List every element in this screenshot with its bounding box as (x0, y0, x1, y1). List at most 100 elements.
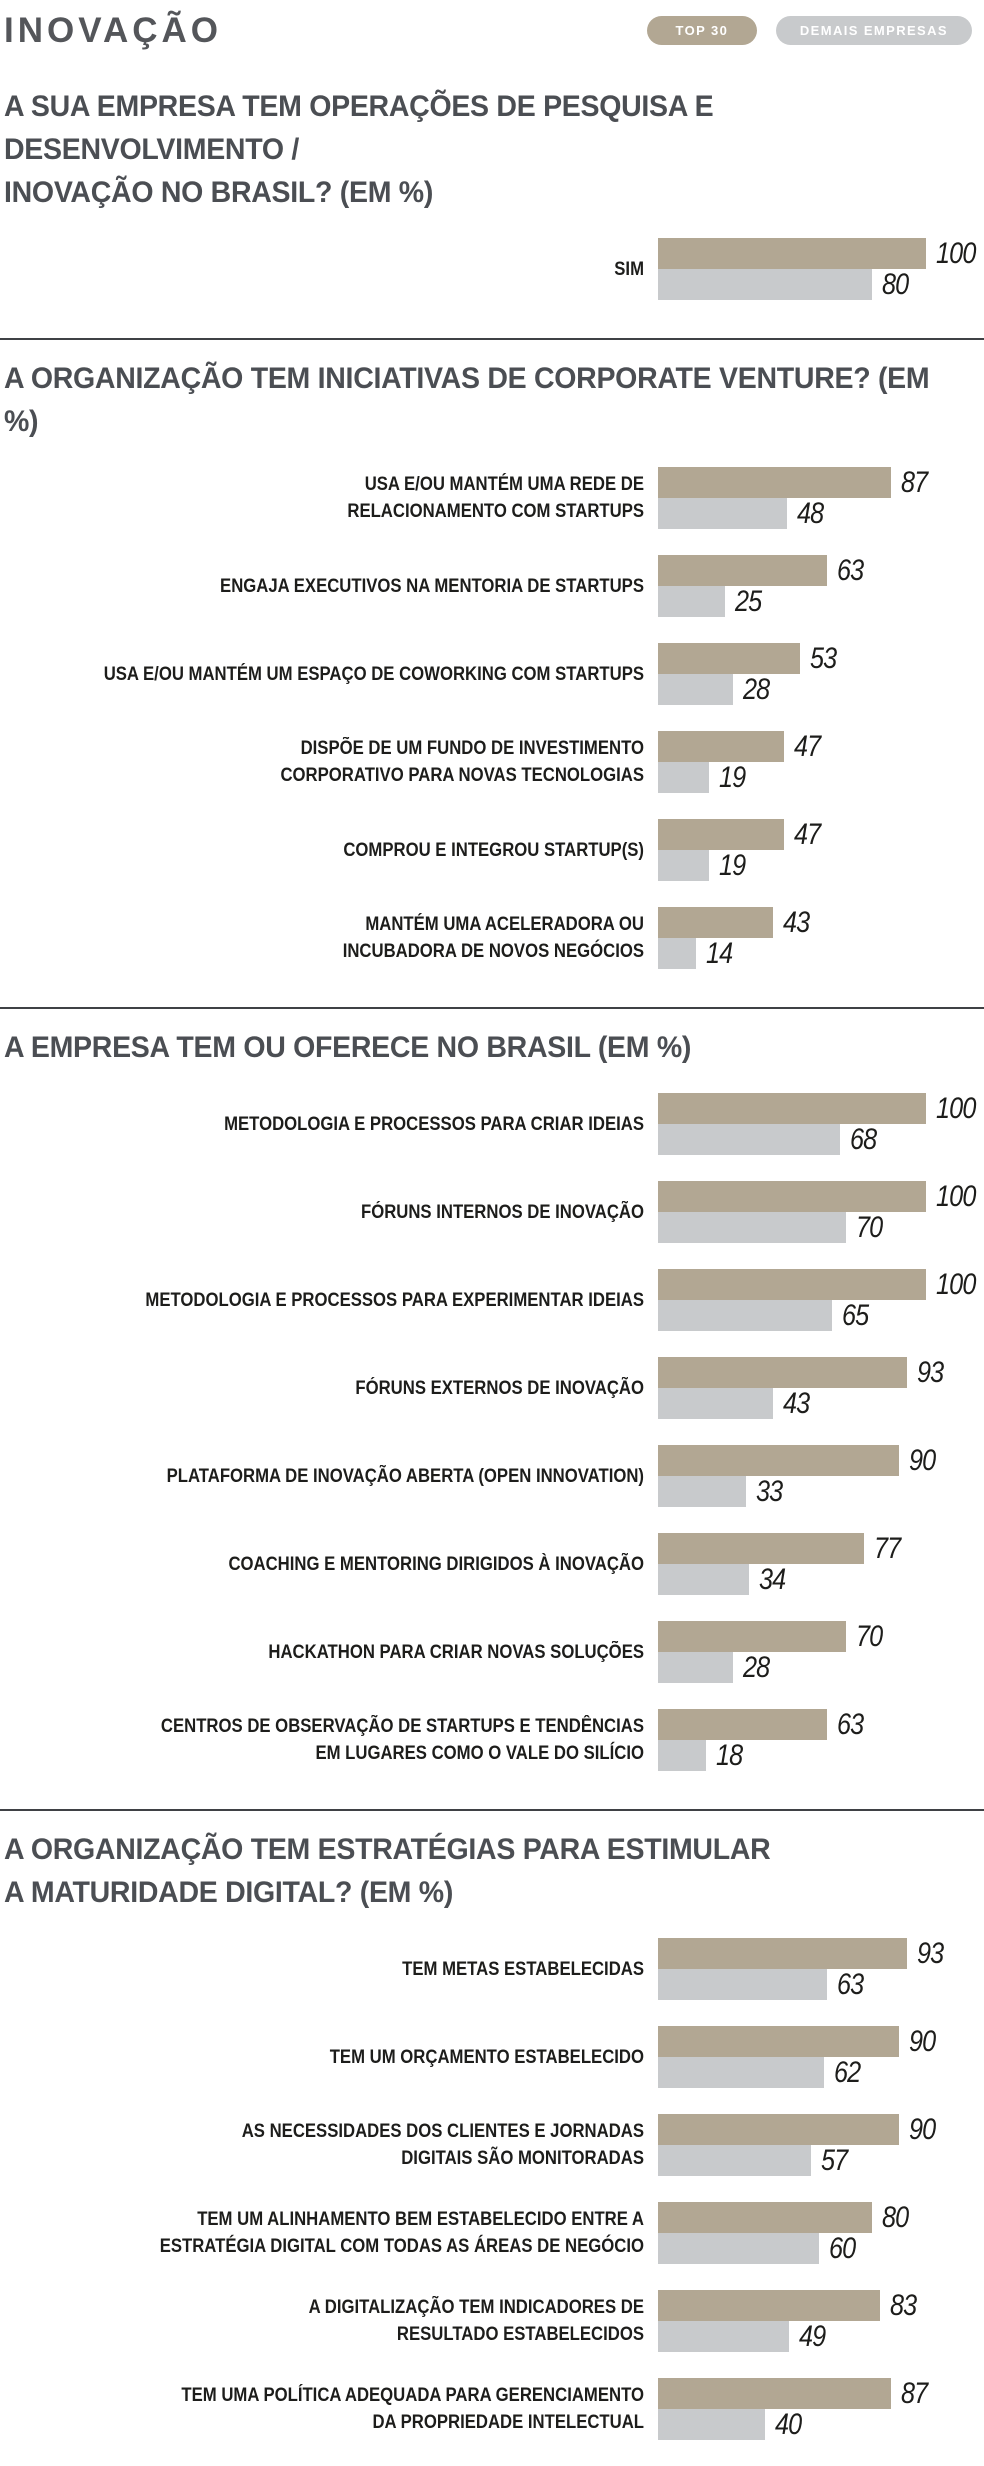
bar-line-demais: 18 (658, 1740, 984, 1771)
bar-group: 47 19 (658, 731, 984, 793)
bar-top30 (658, 2378, 892, 2409)
bar-line-demais: 28 (658, 674, 984, 705)
row-label: TEM UM ORÇAMENTO ESTABELECIDO (329, 2046, 644, 2068)
bar-top30 (658, 467, 892, 498)
bar-top30 (658, 238, 926, 269)
bar-line-top30: 47 (658, 819, 984, 850)
bar-demais (658, 1652, 734, 1683)
bar-line-top30: 100 (658, 1093, 984, 1124)
bar-demais (658, 1388, 774, 1419)
bar-demais (658, 938, 696, 969)
bar-line-top30: 93 (658, 1938, 984, 1969)
row-label: PLATAFORMA DE INOVAÇÃO ABERTA (OPEN INNO… (166, 1465, 644, 1487)
row-label: FÓRUNS EXTERNOS DE INOVAÇÃO (355, 1377, 644, 1399)
value-top30: 100 (936, 1267, 976, 1301)
bar-group: 87 48 (658, 467, 984, 529)
row-label: TEM UM ALINHAMENTO BEM ESTABELECIDO ENTR… (159, 2209, 644, 2257)
bar-top30 (658, 643, 801, 674)
chart-row: TEM UMA POLÍTICA ADEQUADA PARA GERENCIAM… (4, 2378, 984, 2440)
bar-group: 93 43 (658, 1357, 984, 1419)
chart-row: FÓRUNS EXTERNOS DE INOVAÇÃO 93 43 (4, 1357, 984, 1419)
bar-group: 87 40 (658, 2378, 984, 2440)
value-top30: 90 (909, 1443, 936, 1477)
value-demais: 28 (743, 1650, 770, 1684)
row-label: USA E/OU MANTÉM UMA REDE DE RELACIONAMEN… (347, 474, 644, 522)
bar-line-demais: 19 (658, 762, 984, 793)
bar-demais (658, 762, 709, 793)
chart-row: A DIGITALIZAÇÃO TEM INDICADORES DE RESUL… (4, 2290, 984, 2352)
chart-row: PLATAFORMA DE INOVAÇÃO ABERTA (OPEN INNO… (4, 1445, 984, 1507)
chart-row: COACHING E MENTORING DIRIGIDOS À INOVAÇÃ… (4, 1533, 984, 1595)
bar-line-demais: 62 (658, 2057, 984, 2088)
bar-line-demais: 60 (658, 2233, 984, 2264)
bar-line-demais: 63 (658, 1969, 984, 2000)
bar-demais (658, 2409, 766, 2440)
bar-line-demais: 65 (658, 1300, 984, 1331)
legend-pill-top30[interactable]: TOP 30 (646, 15, 757, 45)
bar-top30 (658, 1938, 908, 1969)
bar-line-demais: 49 (658, 2321, 984, 2352)
bar-demais (658, 1124, 841, 1155)
bar-line-top30: 90 (658, 2026, 984, 2057)
bar-top30 (658, 1709, 827, 1740)
bar-line-top30: 80 (658, 2202, 984, 2233)
value-demais: 80 (882, 267, 909, 301)
bar-top30 (658, 1533, 865, 1564)
row-label: MANTÉM UMA ACELERADORA OU INCUBADORA DE … (342, 914, 644, 962)
value-demais: 60 (828, 2231, 856, 2265)
bar-line-top30: 83 (658, 2290, 984, 2321)
legend-pill-top30-label: TOP 30 (675, 22, 729, 38)
chart-row: METODOLOGIA E PROCESSOS PARA EXPERIMENTA… (4, 1269, 984, 1331)
bar-demais (658, 269, 873, 300)
bar-line-top30: 87 (658, 2378, 984, 2409)
bar-line-top30: 43 (658, 907, 984, 938)
chart-section: A ORGANIZAÇÃO TEM ESTRATÉGIAS PARA ESTIM… (4, 1828, 984, 2440)
bar-line-top30: 90 (658, 2114, 984, 2145)
row-label: SIM (614, 258, 644, 280)
value-demais: 65 (842, 1298, 869, 1332)
chart-row: MANTÉM UMA ACELERADORA OU INCUBADORA DE … (4, 907, 984, 969)
bar-line-demais: 34 (658, 1564, 984, 1595)
page-header: INOVAÇÃO TOP 30 DEMAIS EMPRESAS (4, 8, 984, 52)
bar-top30 (658, 731, 784, 762)
bar-top30 (658, 2026, 900, 2057)
value-top30: 53 (810, 641, 837, 675)
bar-line-top30: 93 (658, 1357, 984, 1388)
legend: TOP 30 DEMAIS EMPRESAS (646, 15, 972, 45)
bar-line-demais: 57 (658, 2145, 984, 2176)
bar-group: 53 28 (658, 643, 984, 705)
value-demais: 63 (836, 1967, 864, 2001)
bar-group: 100 68 (658, 1093, 984, 1155)
bar-line-demais: 33 (658, 1476, 984, 1507)
bar-top30 (658, 819, 784, 850)
bar-demais (658, 2321, 790, 2352)
bar-group: 100 70 (658, 1181, 984, 1243)
value-demais: 33 (756, 1474, 783, 1508)
chart-section: A SUA EMPRESA TEM OPERAÇÕES DE PESQUISA … (4, 85, 984, 300)
row-label: COACHING E MENTORING DIRIGIDOS À INOVAÇÃ… (228, 1553, 644, 1575)
value-demais: 70 (855, 1210, 883, 1244)
value-top30: 70 (855, 1619, 883, 1653)
bar-top30 (658, 1269, 926, 1300)
section-divider (0, 1007, 984, 1009)
value-demais: 40 (775, 2407, 802, 2441)
bar-demais (658, 1300, 833, 1331)
legend-pill-demais[interactable]: DEMAIS EMPRESAS (775, 15, 972, 45)
bar-line-top30: 87 (658, 467, 984, 498)
section-title: A ORGANIZAÇÃO TEM INICIATIVAS DE CORPORA… (4, 362, 930, 438)
row-label: A DIGITALIZAÇÃO TEM INDICADORES DE RESUL… (308, 2297, 644, 2345)
value-demais: 25 (735, 584, 762, 618)
bar-group: 77 34 (658, 1533, 984, 1595)
value-demais: 28 (743, 672, 770, 706)
value-top30: 77 (874, 1531, 901, 1565)
bar-group: 70 28 (658, 1621, 984, 1683)
section-title: A SUA EMPRESA TEM OPERAÇÕES DE PESQUISA … (4, 90, 714, 209)
value-demais: 19 (718, 760, 746, 794)
bar-group: 90 33 (658, 1445, 984, 1507)
value-top30: 90 (909, 2112, 936, 2146)
row-label: USA E/OU MANTÉM UM ESPAÇO DE COWORKING C… (103, 663, 645, 685)
bar-line-demais: 25 (658, 586, 984, 617)
row-label: CENTROS DE OBSERVAÇÃO DE STARTUPS E TEND… (160, 1716, 644, 1764)
chart-row: USA E/OU MANTÉM UM ESPAÇO DE COWORKING C… (4, 643, 984, 705)
